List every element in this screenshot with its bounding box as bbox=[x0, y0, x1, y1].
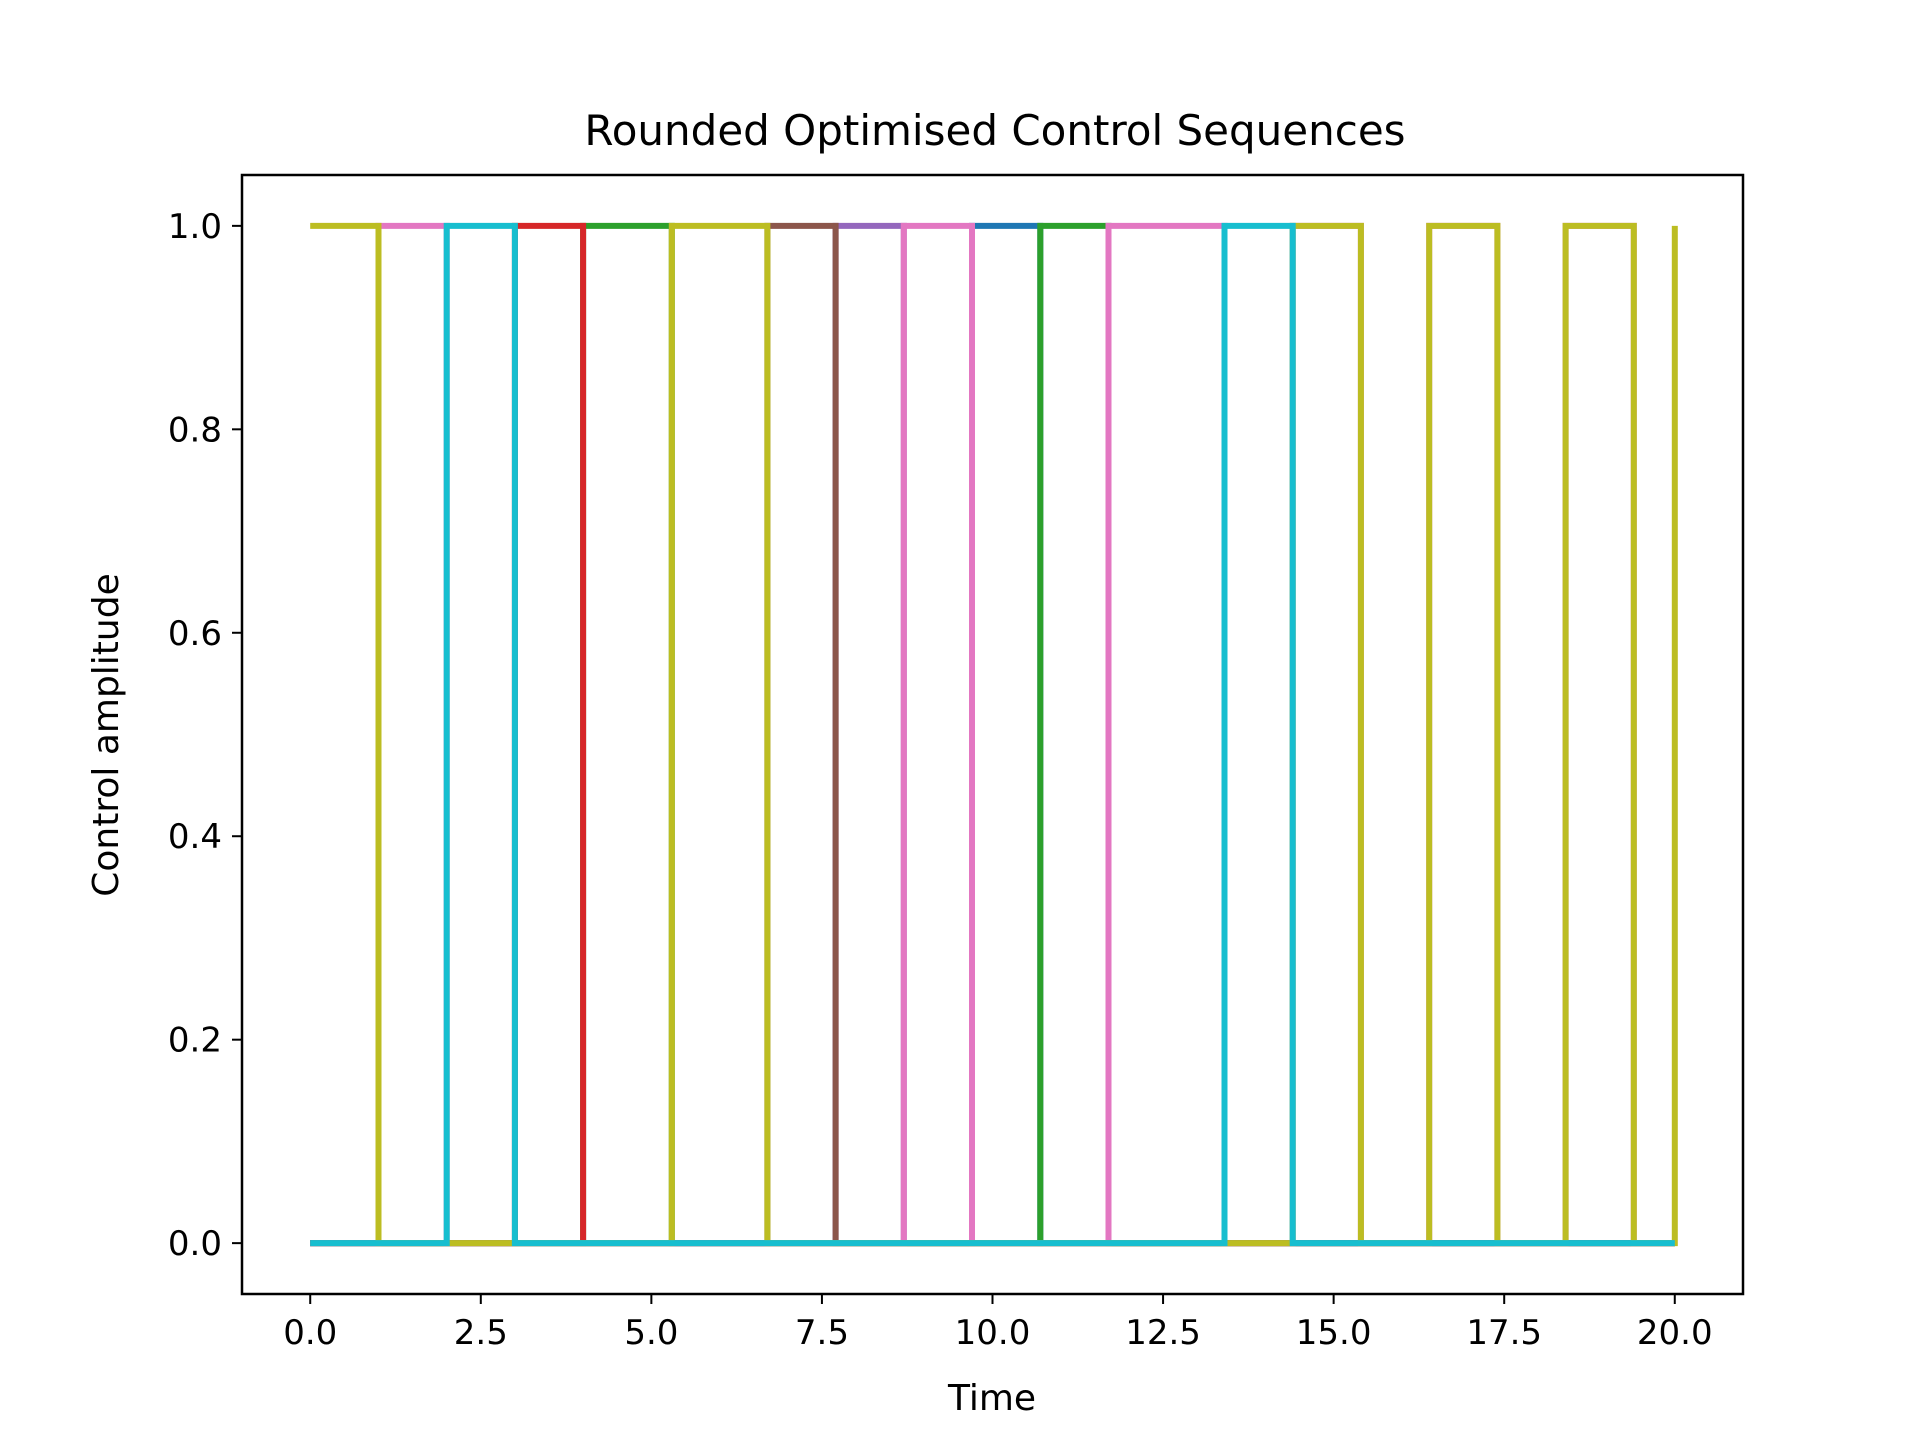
x-tick-label-4: 10.0 bbox=[955, 1313, 1031, 1353]
x-tick-label-0: 0.0 bbox=[283, 1313, 337, 1353]
series-line-9 bbox=[310, 222, 1675, 1247]
x-tick-label-6: 15.0 bbox=[1296, 1313, 1372, 1353]
y-tick-label-5: 1.0 bbox=[168, 207, 222, 247]
x-tick-label-1: 2.5 bbox=[454, 1313, 508, 1353]
series-layer bbox=[310, 222, 1678, 1247]
y-tick-label-0: 0.0 bbox=[168, 1224, 222, 1264]
y-axis-ticks: 0.0 0.2 0.4 0.6 0.8 1.0 bbox=[168, 207, 242, 1264]
y-tick-label-1: 0.2 bbox=[168, 1021, 222, 1061]
x-axis-label: Time bbox=[947, 1378, 1036, 1419]
x-tick-label-8: 20.0 bbox=[1637, 1313, 1713, 1353]
x-tick-label-7: 17.5 bbox=[1466, 1313, 1542, 1353]
y-axis-label: Control amplitude bbox=[86, 573, 127, 897]
x-axis-ticks: 0.0 2.5 5.0 7.5 10.0 12.5 15.0 17.5 20.0 bbox=[283, 1294, 1713, 1353]
chart-title: Rounded Optimised Control Sequences bbox=[584, 106, 1405, 155]
x-tick-label-2: 5.0 bbox=[624, 1313, 678, 1353]
y-tick-label-3: 0.6 bbox=[168, 614, 222, 654]
y-tick-label-4: 0.8 bbox=[168, 410, 222, 450]
x-tick-label-3: 7.5 bbox=[795, 1313, 849, 1353]
y-tick-label-2: 0.4 bbox=[168, 817, 222, 857]
x-tick-label-5: 12.5 bbox=[1125, 1313, 1201, 1353]
